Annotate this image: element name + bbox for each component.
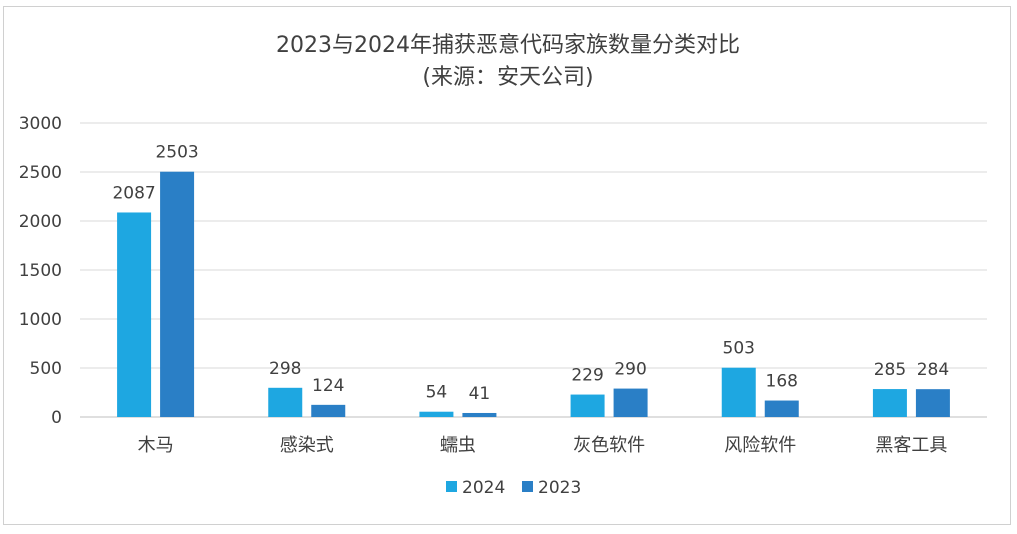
y-axis-tick-labels: 0 500 1000 1500 2000 2500 3000 [19,114,62,428]
chart-title-line-2: (来源：安天公司) [422,65,593,90]
bar-2024-感染式 [268,387,303,417]
bar-2023-灰色软件 [613,388,648,417]
bar-2023-风险软件 [764,400,799,417]
chart-title-line-1: 2023与2024年捕获恶意代码家族数量分类对比 [276,33,740,58]
data-label: 284 [917,360,949,380]
data-label: 54 [426,383,448,403]
data-label: 2503 [155,143,198,163]
legend: 2024 2023 [446,478,581,498]
y-tick-label: 0 [51,408,62,428]
data-label: 229 [571,366,603,386]
bar-2023-感染式 [311,404,346,417]
y-tick-label: 1500 [19,261,62,281]
bar-2024-蠕虫 [419,411,454,417]
bar-2024-风险软件 [721,367,756,417]
bar-2023-黑客工具 [915,389,950,417]
bar-2024-黑客工具 [872,389,907,417]
x-axis-category-labels: 木马 感染式 蠕虫 灰色软件 风险软件 黑客工具 [138,435,948,456]
bar-2023-蠕虫 [462,412,497,417]
legend-swatch [522,481,533,492]
data-label: 2087 [112,183,155,203]
legend-swatch [446,481,457,492]
bar-2024-灰色软件 [570,394,605,417]
y-tick-label: 2500 [19,163,62,183]
legend-label: 2023 [538,478,581,498]
bars [117,171,950,417]
x-category-label: 木马 [138,435,174,456]
x-category-label: 风险软件 [724,435,796,456]
x-category-label: 黑客工具 [875,435,947,456]
bar-2024-木马 [117,212,152,417]
bar-2023-木马 [160,171,195,417]
y-tick-label: 1000 [19,310,62,330]
gridlines [80,122,987,418]
chart-title: 2023与2024年捕获恶意代码家族数量分类对比 (来源：安天公司) [276,33,740,90]
x-category-label: 灰色软件 [573,435,645,456]
data-label: 285 [874,360,906,380]
data-label: 168 [766,372,798,392]
y-tick-label: 500 [30,359,62,379]
x-category-label: 蠕虫 [440,435,476,456]
data-label: 503 [723,339,755,359]
data-label: 41 [469,384,491,404]
legend-label: 2024 [462,478,505,498]
x-category-label: 感染式 [280,435,334,456]
y-tick-label: 3000 [19,114,62,134]
data-label: 290 [614,360,646,380]
data-label: 298 [269,359,301,379]
data-label: 124 [312,376,344,396]
y-tick-label: 2000 [19,212,62,232]
